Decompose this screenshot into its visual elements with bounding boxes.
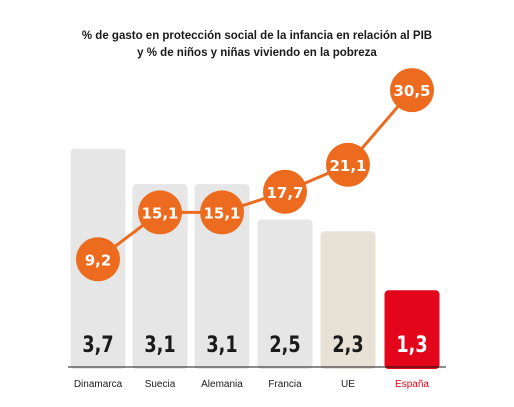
category-label-suecia: Suecia xyxy=(145,379,176,390)
line-value-label-dinamarca: 9,2 xyxy=(85,251,112,269)
bar-ue xyxy=(320,231,376,369)
bar-value-label-alemania: 3,1 xyxy=(206,332,237,357)
line-value-label-suecia: 15,1 xyxy=(141,204,178,222)
labels-layer: 3,7 Dinamarca 3,1 Suecia 3,1 Alemania 2,5 Franc… xyxy=(74,332,430,390)
line-layer: 9,2 15,1 15,1 17,7 21,1 30,5 xyxy=(76,68,434,282)
bar-alemania xyxy=(194,184,250,369)
line-marker-dinamarca xyxy=(76,237,120,282)
bars-layer xyxy=(70,148,440,369)
bar-value-label-francia: 2,5 xyxy=(269,332,300,357)
category-label-dinamarca: Dinamarca xyxy=(74,379,123,390)
bar-value-label-espana: 1,3 xyxy=(396,332,427,357)
bar-espana xyxy=(384,290,440,369)
bar-value-label-suecia: 3,1 xyxy=(144,332,175,357)
line-marker-ue xyxy=(326,142,370,187)
category-label-francia: Francia xyxy=(268,379,302,390)
bar-suecia xyxy=(132,184,188,369)
line-value-label-alemania: 15,1 xyxy=(203,204,240,222)
chart-title-line-1: % de gasto en protección social de la in… xyxy=(81,30,433,42)
line-marker-francia xyxy=(263,169,307,214)
category-label-ue: UE xyxy=(341,379,355,390)
bar-francia xyxy=(257,219,313,369)
bar-value-label-ue: 2,3 xyxy=(332,332,363,357)
line-value-label-francia: 17,7 xyxy=(266,184,303,202)
line-marker-espana xyxy=(390,68,434,113)
line-value-label-ue: 21,1 xyxy=(329,157,366,175)
category-label-alemania: Alemania xyxy=(201,379,243,390)
chart-title: % de gasto en protección social de la in… xyxy=(0,28,514,62)
chart-title-line-2: y % de niños y niñas viviendo en la pobr… xyxy=(137,47,377,59)
line-marker-suecia xyxy=(138,190,182,235)
line-marker-alemania xyxy=(200,190,244,235)
category-label-espana: España xyxy=(395,379,429,390)
bar-value-label-dinamarca: 3,7 xyxy=(82,332,113,357)
line-value-label-espana: 30,5 xyxy=(393,82,430,100)
